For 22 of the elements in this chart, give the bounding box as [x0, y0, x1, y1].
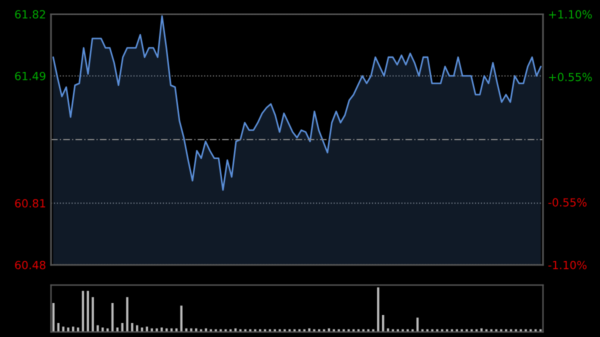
bar: [377, 287, 380, 332]
bar: [62, 326, 64, 332]
bar: [121, 323, 124, 332]
bar: [308, 328, 310, 332]
bar: [126, 297, 128, 332]
bar: [131, 323, 134, 332]
y2-tick-label: -1.10%: [548, 260, 587, 270]
y-tick-label: 61.49: [15, 72, 46, 80]
y-tick-label: 60.81: [15, 199, 46, 208]
bar: [102, 327, 104, 332]
bar: [185, 328, 188, 332]
y2-tick-label: -0.55%: [548, 198, 587, 207]
bar: [67, 327, 70, 332]
bar: [92, 297, 94, 332]
bar: [160, 327, 163, 332]
bar: [190, 328, 192, 332]
y-tick-label: 61.82: [15, 10, 46, 19]
y-tick-label: 60.48: [15, 260, 46, 270]
bar: [96, 325, 99, 332]
bar: [156, 328, 158, 332]
y2-tick-label: +1.10%: [549, 10, 592, 19]
y2-tick-label: +0.55%: [549, 72, 592, 82]
